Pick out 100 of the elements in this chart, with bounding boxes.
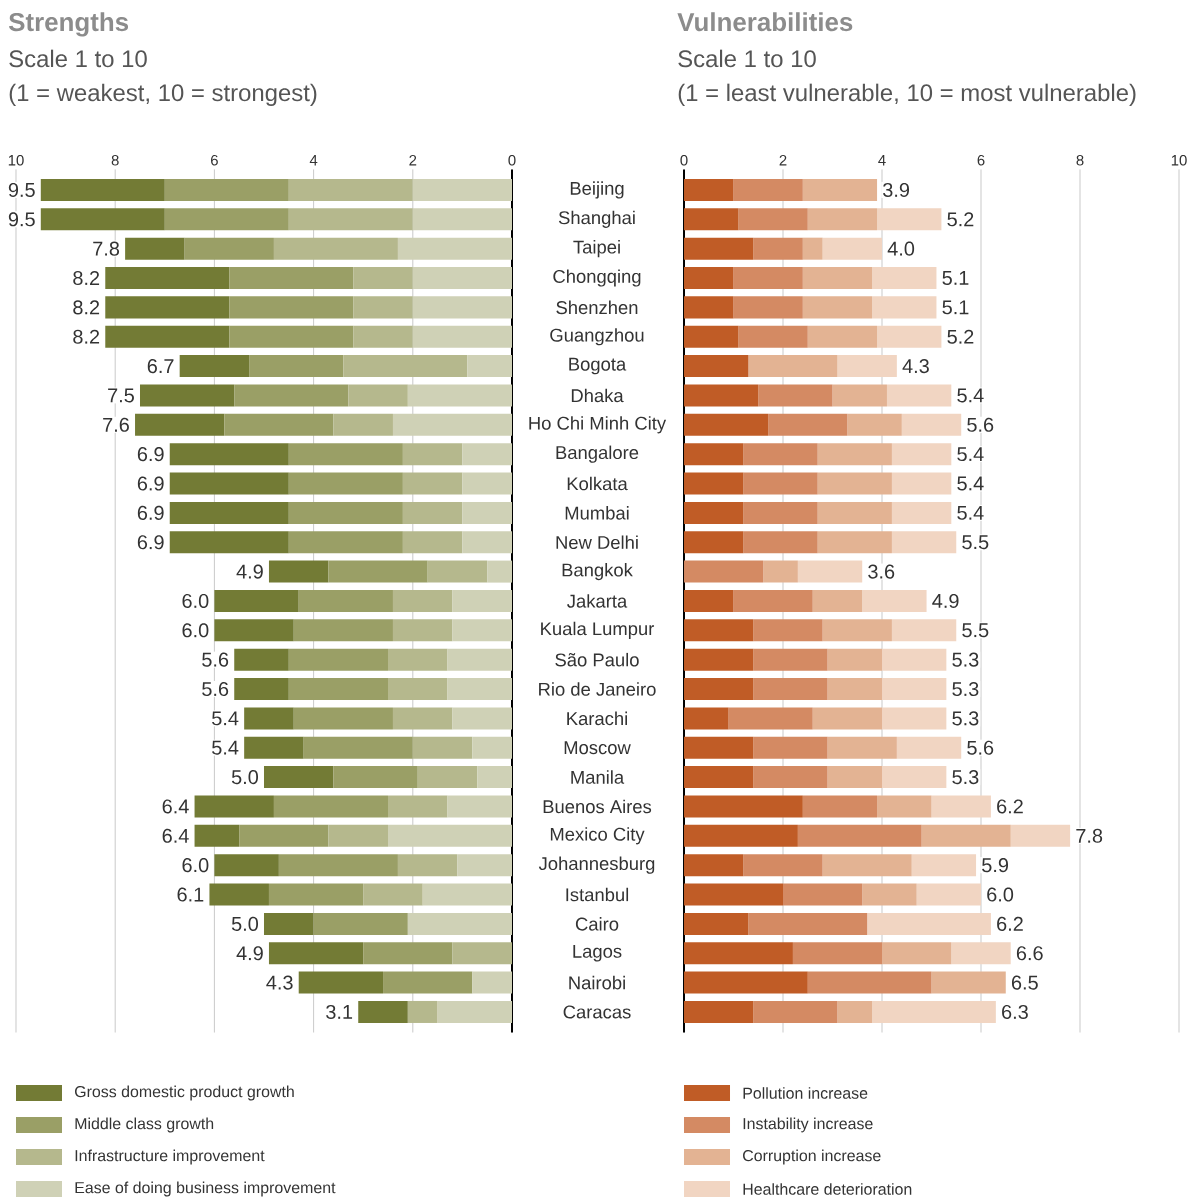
total-label: 5.9 <box>982 858 1009 873</box>
total-label: 5.3 <box>952 711 979 726</box>
bar <box>135 413 225 436</box>
y-tick-label: Caracas <box>563 1005 631 1019</box>
text: (1 = least vulnerable, 10 = most vulnerable) <box>678 83 1136 106</box>
bar <box>812 707 883 730</box>
bar <box>427 560 488 583</box>
bar <box>684 795 803 818</box>
bar <box>882 942 952 965</box>
y-tick-label: Shanghai <box>558 210 635 228</box>
legend-label: Infrastructure improvement <box>75 1149 265 1165</box>
bar <box>412 267 512 290</box>
bar <box>105 296 230 319</box>
total-label: 5.5 <box>962 623 989 638</box>
y-tick-label: Cairo <box>575 917 619 931</box>
x-tick-label: 4 <box>878 155 886 166</box>
bar <box>209 883 269 906</box>
text: (1 = weakest, 10 = strongest) <box>9 83 317 106</box>
bar <box>125 237 185 260</box>
legend-label: Corruption increase <box>743 1149 881 1165</box>
bar <box>872 267 937 290</box>
bar <box>768 413 848 436</box>
legend-label: Middle class growth <box>75 1117 214 1133</box>
bar <box>288 472 403 495</box>
y-tick-label: Moscow <box>564 741 631 755</box>
total-label: 6.2 <box>997 916 1023 931</box>
bar <box>298 971 384 994</box>
total-label: 4.9 <box>236 946 263 961</box>
total-label: 6.0 <box>182 593 209 608</box>
y-tick-label: Shenzhen <box>556 300 638 315</box>
bar <box>353 267 413 290</box>
y-tick-label: Istanbul <box>566 887 629 902</box>
bar <box>402 531 463 554</box>
total-label: 6.9 <box>137 447 164 462</box>
total-label: 6.9 <box>137 535 164 550</box>
bar <box>234 648 289 671</box>
bar <box>422 883 512 906</box>
bar <box>807 208 878 231</box>
bar <box>877 208 942 231</box>
y-tick-label: Mexico City <box>550 827 645 845</box>
bar <box>363 883 423 906</box>
total-label: 8.2 <box>73 300 100 315</box>
bar <box>273 237 398 260</box>
bar <box>298 589 393 612</box>
bar <box>412 736 473 759</box>
total-label: 4.9 <box>932 593 959 608</box>
bar <box>802 296 873 319</box>
bar <box>753 648 828 671</box>
bar <box>802 237 823 260</box>
bar <box>169 531 289 554</box>
total-label: 5.4 <box>212 740 239 755</box>
bar <box>886 384 952 407</box>
bar <box>827 678 883 701</box>
bar <box>328 824 388 847</box>
total-label: 6.3 <box>1002 1004 1028 1020</box>
bar <box>847 413 902 436</box>
bar <box>214 619 294 642</box>
bar <box>733 589 813 612</box>
bar <box>234 384 349 407</box>
chart-title: Vulnerabilities <box>677 12 853 32</box>
bar <box>184 237 274 260</box>
bar <box>392 589 453 612</box>
y-tick-label: Kuala Lumpur <box>541 621 655 639</box>
bar <box>105 325 230 348</box>
bar <box>684 208 739 231</box>
bar <box>684 413 769 436</box>
bar <box>738 208 808 231</box>
total-label: 4.3 <box>266 975 293 990</box>
y-tick-label: Ho Chi Minh City <box>529 416 667 434</box>
bar <box>743 854 823 877</box>
bar <box>817 443 892 466</box>
bar <box>684 443 744 466</box>
bar <box>452 589 512 612</box>
bar <box>293 619 393 642</box>
y-tick-label: Guangzhou <box>550 328 644 346</box>
bar <box>268 883 364 906</box>
total-label: 5.1 <box>942 300 969 315</box>
bar <box>462 531 512 554</box>
bar <box>397 237 512 260</box>
bar <box>684 678 754 701</box>
bar <box>802 795 878 818</box>
bar <box>797 560 863 583</box>
bar <box>684 325 739 348</box>
bar <box>743 443 818 466</box>
bar <box>412 178 512 201</box>
bar <box>288 178 413 201</box>
bar <box>832 384 887 407</box>
bar <box>333 766 418 789</box>
total-label: 9.5 <box>8 212 35 227</box>
total-label: 6.2 <box>997 799 1023 814</box>
x-tick-label: 8 <box>111 154 119 166</box>
total-label: 5.5 <box>962 535 989 550</box>
total-label: 5.4 <box>957 505 984 520</box>
bar <box>363 942 453 965</box>
bar <box>728 707 813 730</box>
total-label: 4.0 <box>887 241 915 256</box>
chart-subtitle: Scale 1 to 10 <box>678 49 816 68</box>
bar <box>328 560 428 583</box>
y-tick-label: Rio de Janeiro <box>539 682 656 696</box>
bar <box>792 942 883 965</box>
